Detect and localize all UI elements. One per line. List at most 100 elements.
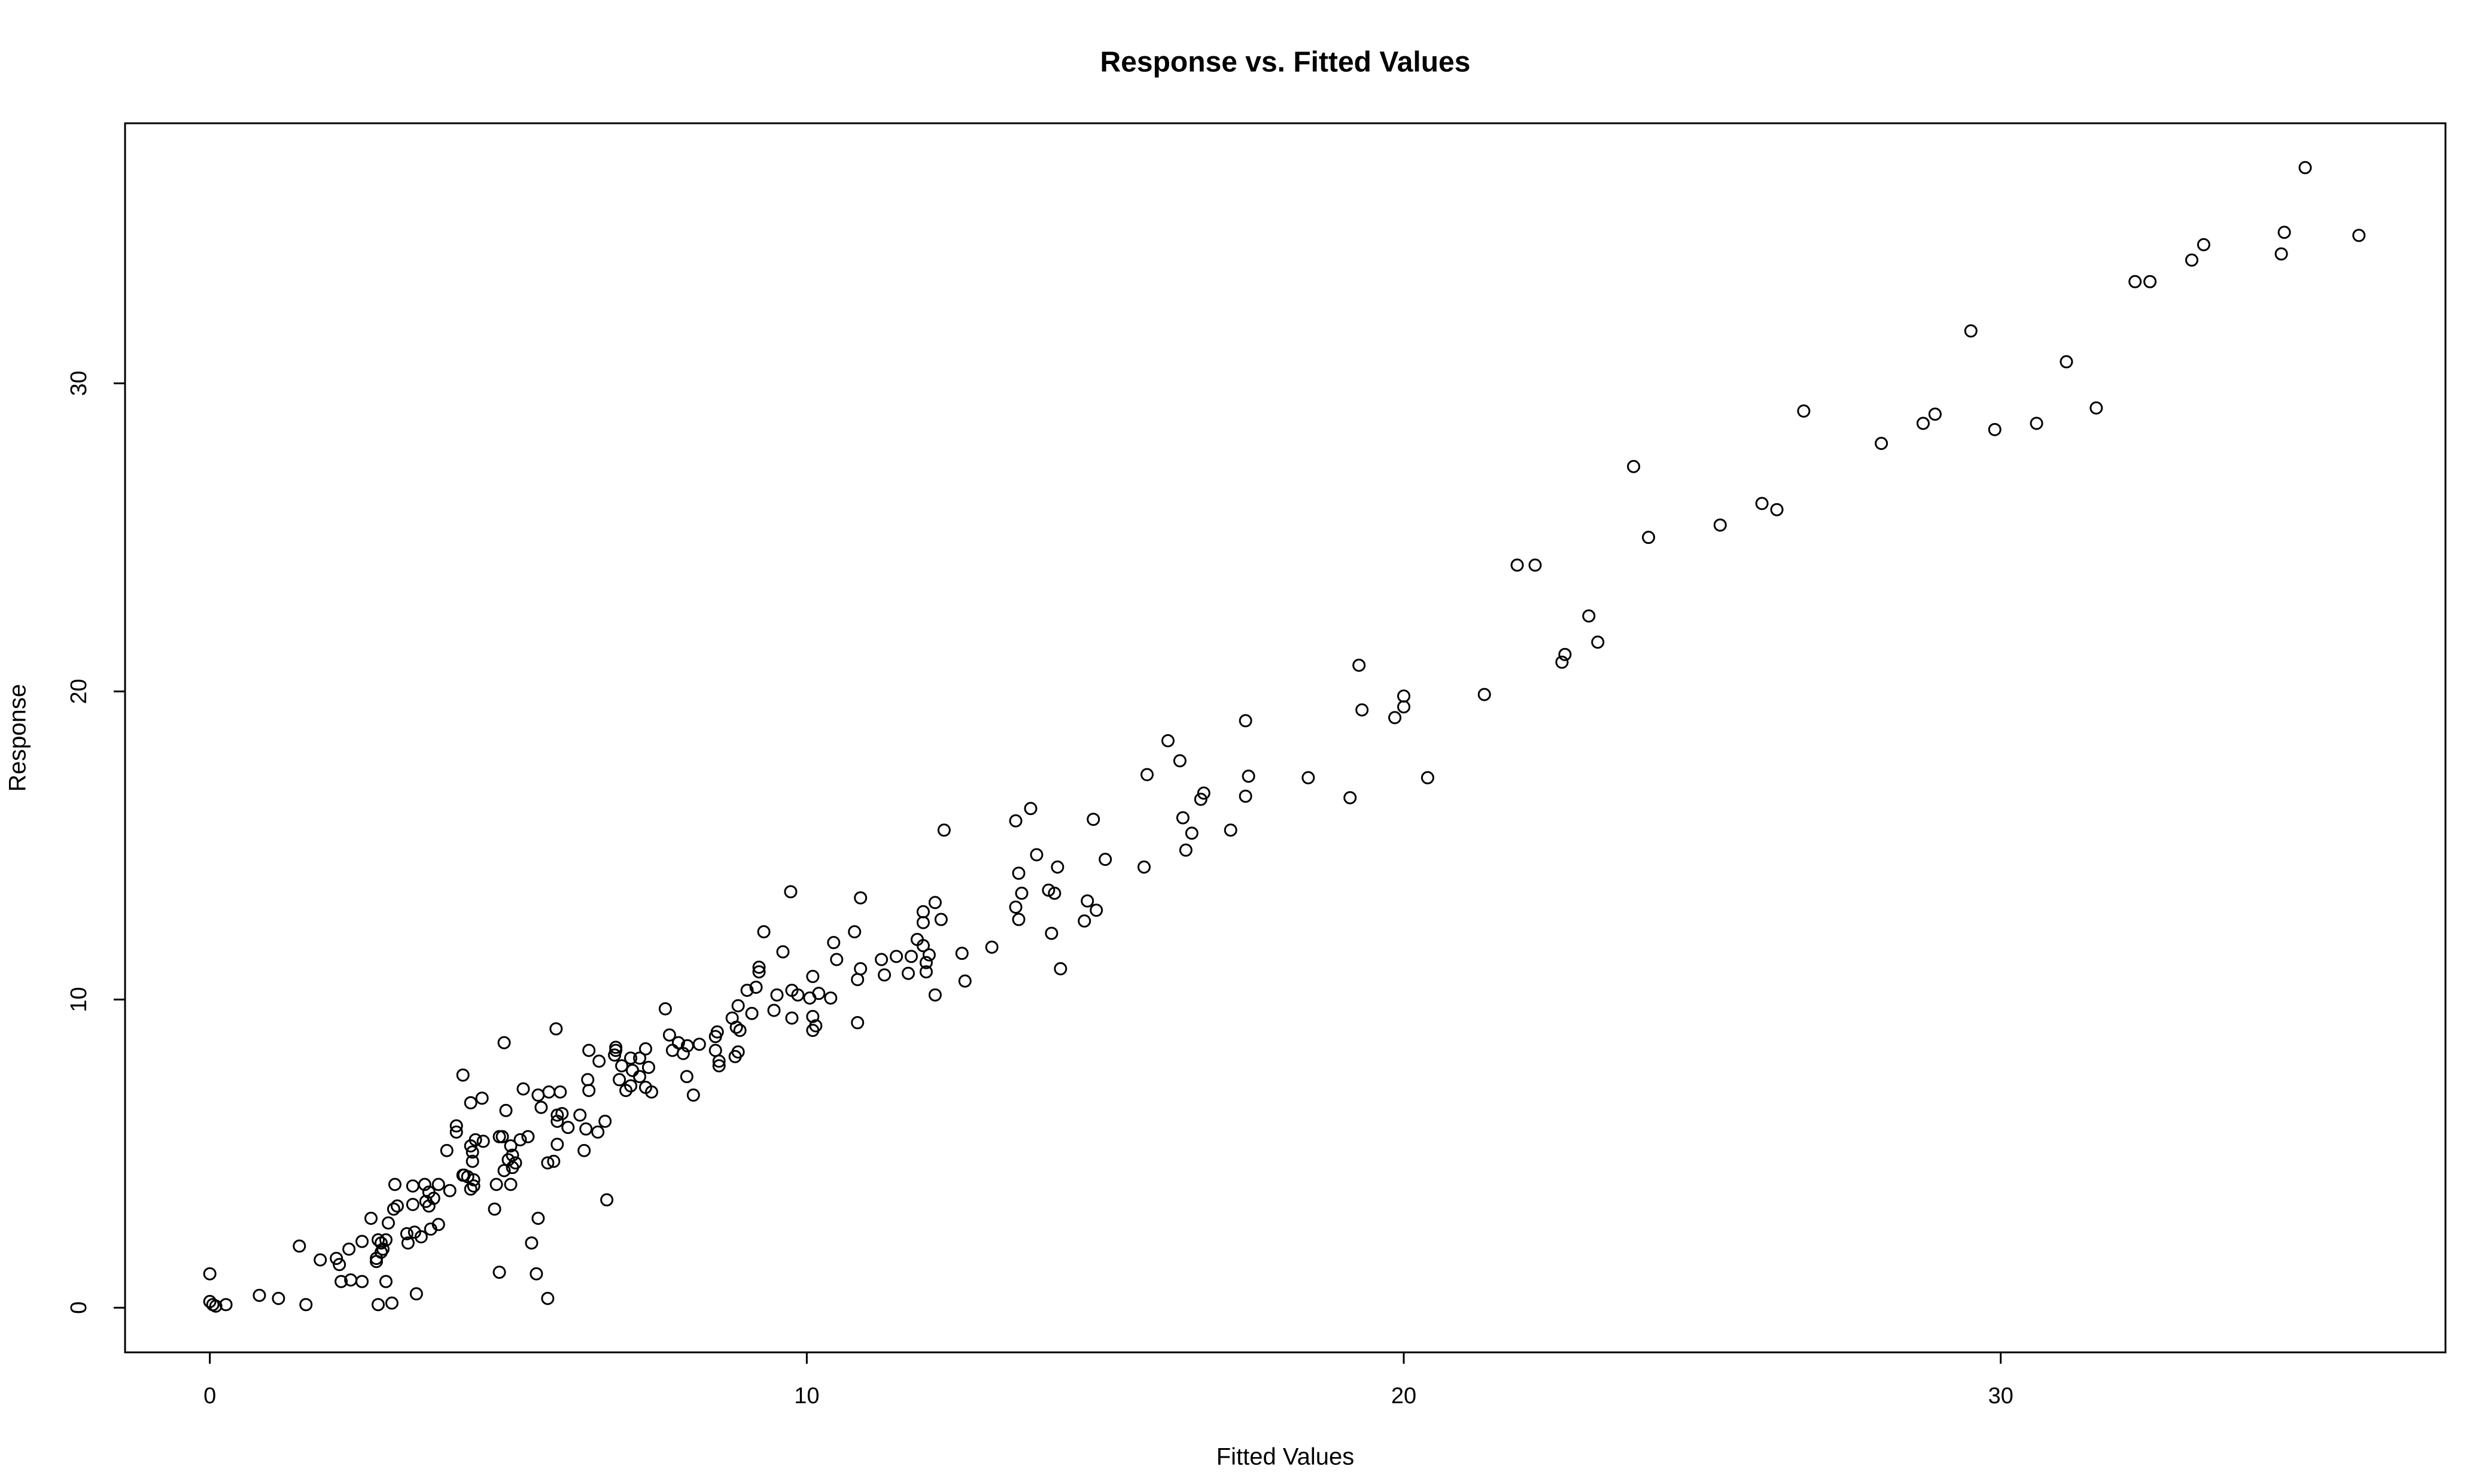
point <box>531 1212 545 1225</box>
point <box>516 1082 530 1096</box>
point <box>784 885 798 899</box>
point <box>1642 531 1656 545</box>
point <box>355 1234 369 1248</box>
point <box>916 939 930 953</box>
point <box>791 988 805 1002</box>
point <box>928 988 942 1002</box>
point <box>547 1154 561 1168</box>
point <box>219 1298 233 1312</box>
point <box>2143 275 2157 288</box>
point <box>1875 436 1888 450</box>
point <box>443 1184 457 1197</box>
point <box>1770 503 1784 516</box>
point <box>608 1048 622 1062</box>
point <box>549 1022 563 1036</box>
point <box>364 1212 378 1225</box>
point <box>598 1114 612 1128</box>
point <box>1964 324 1978 338</box>
point <box>901 966 915 980</box>
point <box>466 1154 479 1168</box>
point <box>1528 558 1542 572</box>
point <box>712 1054 726 1068</box>
point <box>293 1239 306 1253</box>
point <box>464 1096 477 1109</box>
point <box>573 1108 587 1122</box>
point <box>1343 791 1357 805</box>
point <box>922 948 936 962</box>
point <box>440 1144 454 1157</box>
point <box>334 1275 348 1288</box>
point <box>407 1225 421 1239</box>
point <box>776 945 790 959</box>
point <box>431 1178 445 1191</box>
chart-title: Response vs. Fitted Values <box>1100 47 1471 78</box>
point <box>379 1275 393 1288</box>
point <box>916 916 930 929</box>
point <box>680 1039 694 1053</box>
point <box>985 940 999 954</box>
point <box>406 1197 419 1211</box>
point <box>2352 229 2366 242</box>
point <box>541 1291 555 1305</box>
point <box>2197 238 2210 251</box>
point <box>464 1139 477 1153</box>
point <box>1030 848 1044 862</box>
point <box>641 1060 655 1074</box>
point <box>937 823 951 837</box>
point <box>299 1298 313 1312</box>
point <box>390 1199 404 1213</box>
point <box>1239 714 1252 728</box>
point <box>1928 408 1942 421</box>
point <box>824 991 838 1005</box>
point <box>1024 802 1038 816</box>
point <box>1140 768 1154 781</box>
point <box>1797 404 1811 418</box>
point <box>550 1114 564 1128</box>
point <box>550 1108 564 1122</box>
point <box>492 1130 506 1144</box>
point <box>333 1258 346 1272</box>
point <box>534 1100 548 1114</box>
point <box>531 1088 545 1102</box>
point <box>456 1068 470 1082</box>
point <box>658 1002 672 1015</box>
point <box>422 1199 436 1213</box>
point <box>1352 658 1366 672</box>
plot-frame <box>124 122 2447 1354</box>
y-tick-label: 20 <box>66 679 92 704</box>
point <box>745 1006 759 1020</box>
point <box>355 1275 369 1288</box>
point <box>1087 813 1100 826</box>
point <box>467 1173 480 1187</box>
point <box>712 1059 726 1073</box>
point <box>752 960 766 974</box>
point <box>385 1296 399 1310</box>
point <box>1054 962 1067 975</box>
point <box>1591 635 1605 649</box>
point <box>749 980 763 994</box>
point <box>501 1153 515 1167</box>
point <box>467 1179 480 1193</box>
point <box>550 1138 564 1151</box>
point <box>464 1182 477 1196</box>
point <box>488 1202 501 1216</box>
point <box>504 1139 518 1153</box>
y-tick-label: 0 <box>66 1301 92 1314</box>
point <box>476 1135 490 1148</box>
point <box>504 1178 518 1191</box>
point <box>1242 770 1255 783</box>
point <box>400 1227 413 1240</box>
point <box>2277 226 2291 239</box>
point <box>2030 416 2043 430</box>
point <box>633 1070 647 1084</box>
x-tick-label: 0 <box>203 1383 216 1409</box>
point <box>613 1073 626 1087</box>
point <box>2274 247 2288 261</box>
point <box>401 1236 415 1250</box>
point <box>1917 416 1930 430</box>
point <box>919 965 933 979</box>
point <box>387 1202 400 1216</box>
point <box>2128 275 2142 288</box>
point <box>591 1125 605 1139</box>
